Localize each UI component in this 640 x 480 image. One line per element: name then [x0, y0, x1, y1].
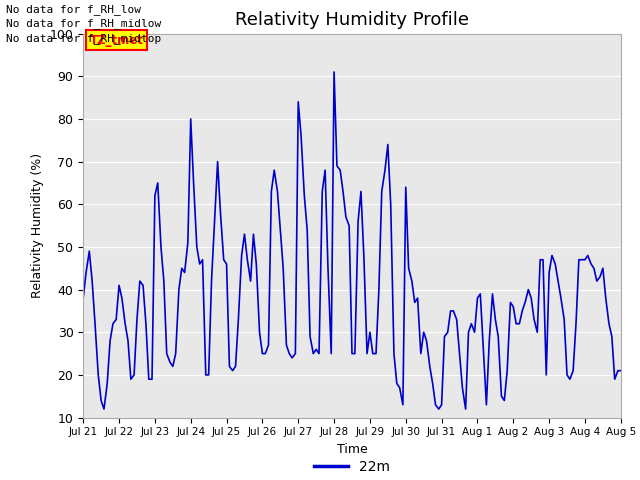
Text: TZ_tmet: TZ_tmet [90, 34, 144, 47]
Y-axis label: Relativity Humidity (%): Relativity Humidity (%) [31, 153, 44, 298]
X-axis label: Time: Time [337, 443, 367, 456]
Title: Relativity Humidity Profile: Relativity Humidity Profile [235, 11, 469, 29]
Text: No data for f_RH_midlow: No data for f_RH_midlow [6, 18, 162, 29]
Legend: 22m: 22m [308, 455, 396, 480]
Text: No data for f_RH_midtop: No data for f_RH_midtop [6, 33, 162, 44]
Text: No data for f_RH_low: No data for f_RH_low [6, 4, 141, 15]
